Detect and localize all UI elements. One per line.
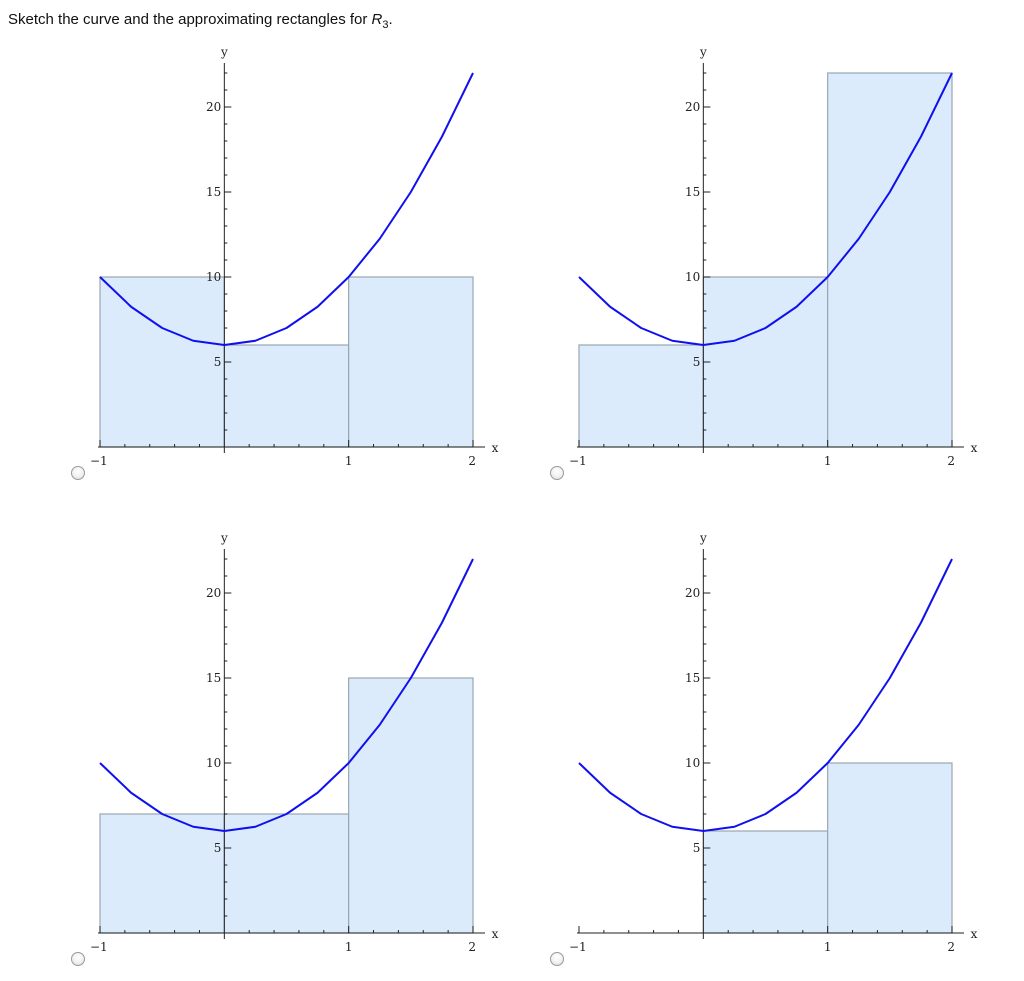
question-text: Sketch the curve and the approximating r…: [8, 11, 372, 28]
approx-rectangle-1: [99, 276, 225, 448]
approx-rectangle-1: [578, 344, 704, 448]
x-axis-label: x: [971, 927, 978, 941]
x-tick-label-neg1: −1: [90, 454, 108, 468]
choice-radio-1[interactable]: [71, 466, 85, 480]
x-tick-label-neg1: −1: [569, 940, 587, 954]
x-tick-label-neg1: −1: [569, 454, 587, 468]
x-tick-label-2: 2: [468, 454, 476, 468]
approx-rectangle-3: [348, 276, 474, 448]
y-tick-label-5: 5: [693, 355, 701, 369]
y-tick-label-5: 5: [214, 841, 222, 855]
x-tick-label-1: 1: [345, 940, 353, 954]
y-tick-label-20: 20: [685, 586, 700, 600]
choice-radio-4[interactable]: [550, 952, 564, 966]
y-tick-label-10: 10: [685, 756, 700, 770]
y-axis-label: y: [220, 531, 228, 545]
x-tick-label-2: 2: [468, 940, 476, 954]
function-curve: [99, 558, 474, 832]
y-tick-label-20: 20: [206, 586, 221, 600]
y-axis-label: y: [220, 45, 228, 59]
x-axis-label: x: [492, 441, 499, 455]
y-axis-label: y: [699, 45, 707, 59]
question-prompt: Sketch the curve and the approximating r…: [8, 11, 393, 31]
x-tick-label-2: 2: [947, 454, 955, 468]
approx-rectangle-2: [827, 762, 953, 934]
plot-option-3: 5 10 15 20 −1 1 2 y x: [90, 531, 499, 954]
x-tick-label-neg1: −1: [90, 940, 108, 954]
plot-option-2: 5 10 15 20 −1 1 2 y x: [569, 45, 978, 468]
r-symbol: R: [371, 11, 383, 28]
approx-rectangle-1: [99, 813, 225, 934]
y-tick-label-5: 5: [693, 841, 701, 855]
choice-radio-3[interactable]: [71, 952, 85, 966]
x-axis-label: x: [971, 441, 978, 455]
approx-rectangle-3: [348, 677, 474, 934]
y-axis-label: y: [699, 531, 707, 545]
approx-rectangle-2: [702, 276, 829, 448]
approx-rectangle-2: [223, 813, 350, 934]
y-tick-label-10: 10: [206, 270, 221, 284]
function-curve: [99, 72, 474, 346]
plot-option-4: 5 10 15 20 −1 1 2 y x: [569, 531, 978, 954]
function-curve: [578, 72, 953, 346]
plot-option-1: 5 10 15 20 −1 1 2 y x: [90, 45, 499, 468]
x-tick-label-1: 1: [824, 940, 832, 954]
y-tick-label-10: 10: [685, 270, 700, 284]
x-tick-label-1: 1: [345, 454, 353, 468]
x-tick-label-2: 2: [947, 940, 955, 954]
y-tick-label-15: 15: [206, 671, 221, 685]
function-curve: [578, 558, 953, 832]
choice-radio-2[interactable]: [550, 466, 564, 480]
x-axis-label: x: [492, 927, 499, 941]
question-period: .: [388, 11, 393, 28]
y-tick-label-20: 20: [685, 100, 700, 114]
y-tick-label-15: 15: [206, 185, 221, 199]
approx-rectangle-1: [702, 830, 829, 934]
y-tick-label-5: 5: [214, 355, 222, 369]
y-tick-label-20: 20: [206, 100, 221, 114]
x-tick-label-1: 1: [824, 454, 832, 468]
y-tick-label-15: 15: [685, 185, 700, 199]
y-tick-label-15: 15: [685, 671, 700, 685]
approx-rectangle-3: [827, 72, 953, 448]
y-tick-label-10: 10: [206, 756, 221, 770]
approx-rectangle-2: [223, 344, 350, 448]
r-subscript: 3: [382, 19, 389, 31]
